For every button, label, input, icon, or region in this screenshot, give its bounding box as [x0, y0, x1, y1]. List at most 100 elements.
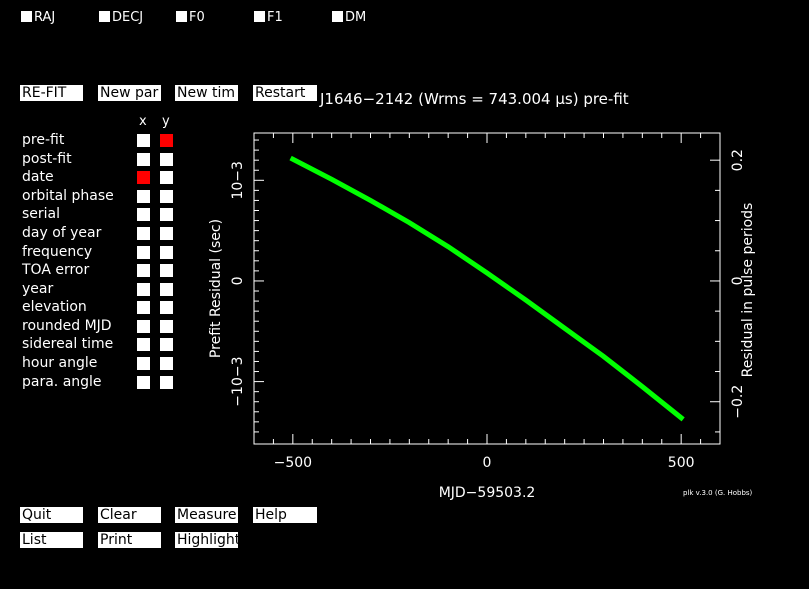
- y-checkbox-serial[interactable]: [160, 208, 173, 221]
- option-label-toa-error: TOA error: [22, 262, 90, 278]
- y-tick-label: 0: [230, 276, 246, 285]
- plot-ticks: [254, 133, 720, 444]
- y-checkbox-orbital-phase[interactable]: [160, 190, 173, 203]
- residual-series-line: [289, 155, 685, 422]
- new-par-button[interactable]: New par: [98, 85, 161, 101]
- x-checkbox-hour-angle[interactable]: [137, 357, 150, 370]
- version-credit: plk v.3.0 (G. Hobbs): [683, 489, 753, 497]
- quit-button[interactable]: Quit: [20, 507, 83, 523]
- fit-param-label: DECJ: [112, 10, 144, 25]
- fit-param-label: RAJ: [34, 10, 56, 25]
- fit-param-raj[interactable]: RAJ: [21, 10, 55, 26]
- residual-point: [640, 385, 644, 389]
- new-tim-button[interactable]: New tim: [175, 85, 238, 101]
- x-checkbox-date[interactable]: [137, 171, 150, 184]
- restart-button[interactable]: Restart: [253, 85, 317, 101]
- option-label-hour-angle: hour angle: [22, 355, 98, 371]
- y-checkbox-para-angle[interactable]: [160, 376, 173, 389]
- measure-button[interactable]: Measure: [175, 507, 238, 523]
- refit-button[interactable]: RE-FIT: [20, 85, 83, 101]
- plot-labels: −500 0 500 10−3 0 −10−3 0.2 0 −0.2 MJD−59503.2 Pre…: [208, 149, 756, 501]
- option-label-para-angle: para. angle: [22, 374, 102, 390]
- x-tick-label: 500: [668, 455, 695, 471]
- fit-param-label: DM: [345, 10, 367, 25]
- y-checkbox-pre-fit[interactable]: [160, 134, 173, 147]
- x-checkbox-elevation[interactable]: [137, 301, 150, 314]
- help-button[interactable]: Help: [253, 507, 317, 523]
- option-label-elevation: elevation: [22, 299, 87, 315]
- residual-point: [679, 416, 683, 420]
- fit-param-checkbox[interactable]: [99, 11, 110, 22]
- x-column-header: x: [139, 114, 147, 129]
- fit-param-checkbox[interactable]: [21, 11, 32, 22]
- option-label-orbital-phase: orbital phase: [22, 188, 114, 204]
- x-axis-title: MJD−59503.2: [439, 485, 536, 501]
- y-checkbox-toa-error[interactable]: [160, 264, 173, 277]
- x-checkbox-post-fit[interactable]: [137, 153, 150, 166]
- fit-param-label: F1: [267, 10, 283, 25]
- option-label-sidereal-time: sidereal time: [22, 336, 114, 352]
- clear-button[interactable]: Clear: [98, 507, 161, 523]
- option-label-frequency: frequency: [22, 244, 93, 260]
- y-checkbox-post-fit[interactable]: [160, 153, 173, 166]
- plot-title: J1646−2142 (Wrms = 743.004 μs) pre-fit: [320, 90, 629, 108]
- y-checkbox-frequency[interactable]: [160, 246, 173, 259]
- fit-param-f0[interactable]: F0: [176, 10, 205, 26]
- x-checkbox-serial[interactable]: [137, 208, 150, 221]
- plot-series: [289, 155, 685, 422]
- y2-tick-label: 0.2: [730, 149, 746, 171]
- residual-point: [524, 298, 528, 302]
- residual-point: [563, 326, 567, 330]
- fit-param-label: F0: [189, 10, 205, 25]
- option-label-pre-fit: pre-fit: [22, 132, 65, 148]
- list-button[interactable]: List: [20, 532, 83, 548]
- x-checkbox-day-of-year[interactable]: [137, 227, 150, 240]
- x-tick-label: −500: [274, 455, 312, 471]
- residual-point: [602, 354, 605, 358]
- y-column-header: y: [162, 114, 170, 129]
- fit-param-checkbox[interactable]: [254, 11, 265, 22]
- residual-point: [369, 198, 372, 202]
- residual-point: [330, 177, 334, 181]
- y-tick-label: 10−3: [230, 161, 246, 199]
- residual-point: [446, 245, 450, 249]
- x-checkbox-sidereal-time[interactable]: [137, 338, 150, 351]
- y2-axis-title: Residual in pulse periods: [740, 203, 756, 378]
- fit-param-f1[interactable]: F1: [254, 10, 283, 26]
- y-checkbox-rounded-mjd[interactable]: [160, 320, 173, 333]
- residual-point: [291, 157, 295, 161]
- x-tick-label: 0: [483, 455, 492, 471]
- fit-param-checkbox[interactable]: [332, 11, 343, 22]
- x-checkbox-frequency[interactable]: [137, 246, 150, 259]
- y2-tick-label: 0: [730, 276, 746, 285]
- x-checkbox-pre-fit[interactable]: [137, 134, 150, 147]
- x-checkbox-toa-error[interactable]: [137, 264, 150, 277]
- option-label-serial: serial: [22, 206, 61, 222]
- option-label-date: date: [22, 169, 54, 185]
- y-checkbox-sidereal-time[interactable]: [160, 338, 173, 351]
- y-tick-label: −10−3: [230, 357, 246, 407]
- plot-frame: [253, 132, 721, 445]
- y-checkbox-year[interactable]: [160, 283, 173, 296]
- option-label-rounded-mjd: rounded MJD: [22, 318, 112, 334]
- y-checkbox-date[interactable]: [160, 171, 173, 184]
- fit-param-decj[interactable]: DECJ: [99, 10, 143, 26]
- y-checkbox-hour-angle[interactable]: [160, 357, 173, 370]
- y-checkbox-day-of-year[interactable]: [160, 227, 173, 240]
- highlight-button[interactable]: Highlight: [175, 532, 241, 548]
- y-axis-title: Prefit Residual (sec): [208, 219, 224, 358]
- residual-point: [485, 271, 489, 275]
- plot-border: [253, 132, 721, 445]
- option-label-day-of-year: day of year: [22, 225, 102, 241]
- x-checkbox-para-angle[interactable]: [137, 376, 150, 389]
- fit-param-dm[interactable]: DM: [332, 10, 366, 26]
- y-checkbox-elevation[interactable]: [160, 301, 173, 314]
- x-checkbox-rounded-mjd[interactable]: [137, 320, 150, 333]
- y2-tick-label: −0.2: [730, 385, 746, 419]
- x-checkbox-year[interactable]: [137, 283, 150, 296]
- fit-param-checkbox[interactable]: [176, 11, 187, 22]
- x-checkbox-orbital-phase[interactable]: [137, 190, 150, 203]
- option-label-post-fit: post-fit: [22, 151, 72, 167]
- print-button[interactable]: Print: [98, 532, 161, 548]
